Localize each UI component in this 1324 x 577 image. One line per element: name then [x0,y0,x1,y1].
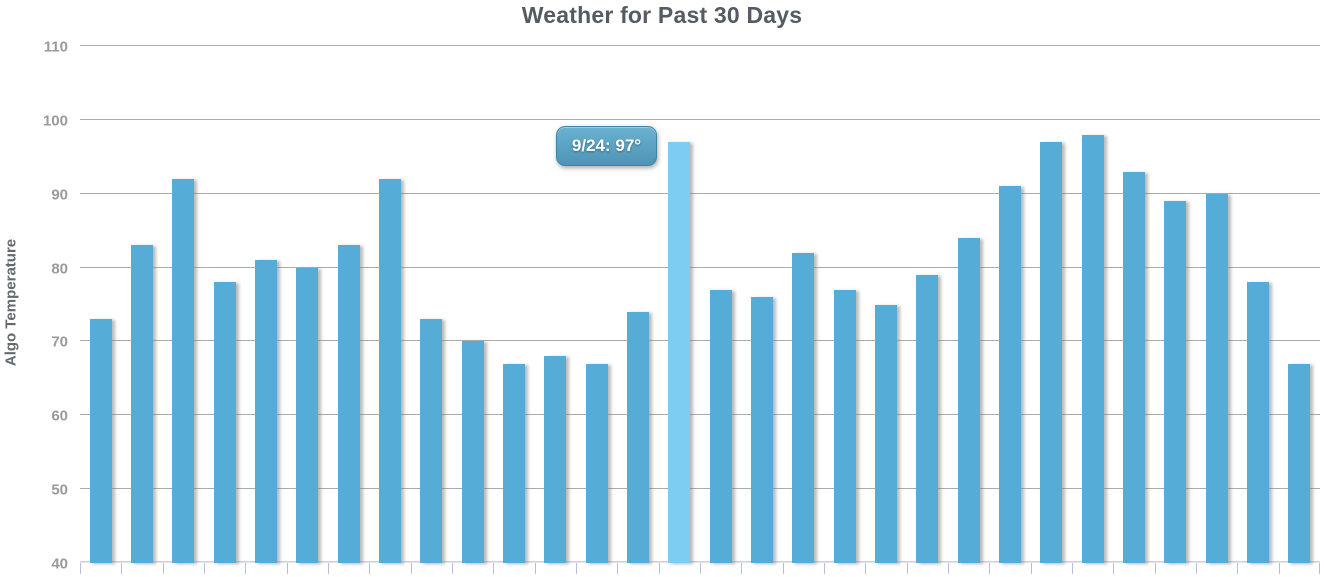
bar[interactable] [379,178,401,563]
x-axis-tick [906,563,908,574]
x-axis-tick [121,563,123,574]
x-axis-tick [1196,563,1197,574]
bar[interactable] [131,245,153,563]
x-axis-tick [658,563,660,574]
bar[interactable] [1288,363,1311,563]
x-axis-tick [162,563,164,574]
bar[interactable] [1081,134,1104,563]
bar[interactable] [89,319,112,563]
bar[interactable] [337,245,360,563]
gridline [80,45,1320,46]
x-axis-tick [452,563,453,574]
x-axis-tick [410,563,412,574]
x-axis-line [80,561,1320,563]
tooltip: 9/24: 97° [556,126,657,166]
x-axis-tick [782,563,784,574]
bar[interactable] [255,260,277,563]
y-axis-tick-label: 60 [51,407,68,425]
x-axis-tick [1030,563,1032,574]
x-axis-tick [80,563,81,574]
x-axis-tick [741,563,743,574]
x-axis-tick [369,563,371,574]
x-axis-tick [700,563,701,574]
x-axis-tick [245,563,247,574]
bar[interactable] [1123,171,1145,563]
y-axis-tick-label: 80 [51,260,68,278]
x-axis-tick [824,563,825,574]
y-axis-tick-label: 90 [51,186,68,204]
x-axis-tick [328,563,329,574]
x-axis-tick [576,563,577,574]
x-axis-tick [1072,563,1073,574]
bar[interactable] [172,178,195,563]
bar[interactable] [1205,193,1228,563]
chart-title: Weather for Past 30 Days [521,2,803,28]
bar[interactable] [420,319,443,563]
bar[interactable] [957,238,980,563]
x-axis-tick [617,563,619,574]
y-axis-tick-label: 40 [51,555,68,573]
x-axis-tick [865,563,867,574]
bar[interactable] [585,363,608,563]
x-axis-tick [989,563,991,574]
bar[interactable] [1247,282,1269,563]
x-axis-tick [534,563,536,574]
gridline [80,340,1320,342]
bar[interactable] [213,282,236,563]
bar[interactable] [751,297,773,563]
y-axis-tick-label: 50 [51,481,68,499]
bar[interactable] [1040,142,1063,563]
y-axis-tick-label: 70 [51,333,68,351]
x-axis-tick [1113,563,1115,574]
gridline [80,414,1320,416]
x-axis-tick [493,563,495,574]
bar[interactable] [875,304,897,563]
bar[interactable] [916,274,939,563]
gridline [80,118,1320,120]
x-axis-tick [1237,563,1239,574]
bar[interactable] [627,311,649,563]
bar[interactable] [544,356,567,563]
y-axis-tick-label: 100 [42,112,68,130]
gridline [80,192,1320,194]
plot-area: 40 50 60 70 80 90 100 110 [43,39,1320,574]
gridline [80,266,1320,268]
x-axis-tick [1154,563,1156,574]
bar[interactable] [792,252,815,563]
y-axis-title: Algo Temperature [2,238,20,367]
bar[interactable] [1164,201,1187,563]
x-axis-tick [1278,563,1280,574]
bar[interactable] [833,289,856,563]
y-axis-tick-label: 110 [43,38,68,56]
bar[interactable] [503,363,525,563]
x-axis-tick [1319,563,1320,574]
x-axis-tick [286,563,288,574]
bar[interactable] [999,186,1021,563]
bar[interactable] [709,289,732,563]
gridline [80,488,1320,490]
bar[interactable] [296,267,319,563]
x-axis-tick [204,563,205,574]
bar[interactable] [461,341,484,563]
x-axis-tick [948,563,949,574]
bar-highlighted[interactable] [668,142,691,563]
